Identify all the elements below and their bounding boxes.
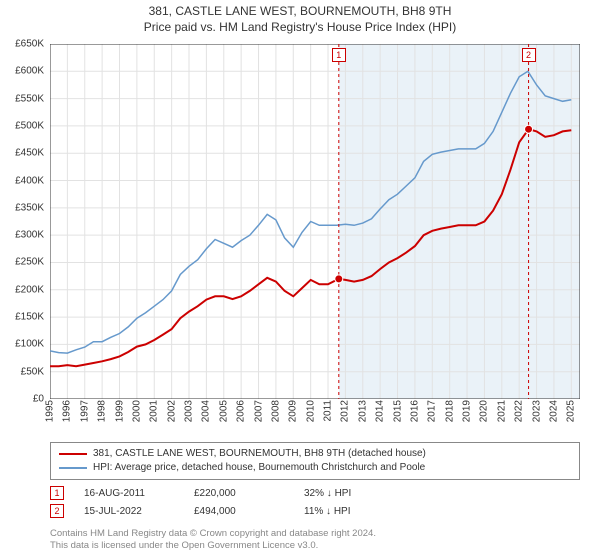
x-tick-label: 2021 bbox=[496, 400, 507, 422]
legend: 381, CASTLE LANE WEST, BOURNEMOUTH, BH8 … bbox=[50, 442, 580, 480]
y-tick-label: £250K bbox=[15, 257, 44, 268]
x-tick-label: 2025 bbox=[566, 400, 577, 422]
chart-event-badge: 2 bbox=[522, 48, 536, 62]
y-axis-labels: £0£50K£100K£150K£200K£250K£300K£350K£400… bbox=[0, 44, 48, 399]
x-tick-label: 1995 bbox=[45, 400, 56, 422]
event-delta: 32% ↓ HPI bbox=[304, 488, 394, 499]
event-date: 16-AUG-2011 bbox=[84, 488, 174, 499]
chart-subtitle: Price paid vs. HM Land Registry's House … bbox=[0, 20, 600, 36]
legend-label-hpi: HPI: Average price, detached house, Bour… bbox=[93, 461, 425, 475]
y-tick-label: £600K bbox=[15, 66, 44, 77]
x-tick-label: 2006 bbox=[236, 400, 247, 422]
chart-event-badge: 1 bbox=[332, 48, 346, 62]
event-badge: 1 bbox=[50, 486, 64, 500]
chart-title-address: 381, CASTLE LANE WEST, BOURNEMOUTH, BH8 … bbox=[0, 4, 600, 20]
chart-title-block: 381, CASTLE LANE WEST, BOURNEMOUTH, BH8 … bbox=[0, 0, 600, 35]
x-tick-label: 1998 bbox=[97, 400, 108, 422]
x-tick-label: 2000 bbox=[131, 400, 142, 422]
x-tick-label: 2010 bbox=[305, 400, 316, 422]
legend-swatch-property bbox=[59, 453, 87, 455]
legend-row-hpi: HPI: Average price, detached house, Bour… bbox=[59, 461, 571, 475]
attribution-text: Contains HM Land Registry data © Crown c… bbox=[50, 528, 580, 552]
chart-svg bbox=[50, 44, 580, 399]
y-tick-label: £0 bbox=[33, 394, 44, 405]
y-tick-label: £400K bbox=[15, 175, 44, 186]
y-tick-label: £650K bbox=[15, 39, 44, 50]
y-tick-label: £150K bbox=[15, 312, 44, 323]
x-tick-label: 2013 bbox=[357, 400, 368, 422]
attribution-line1: Contains HM Land Registry data © Crown c… bbox=[50, 528, 580, 540]
x-tick-label: 2023 bbox=[531, 400, 542, 422]
x-tick-label: 2016 bbox=[409, 400, 420, 422]
chart-plot-area: 12 bbox=[50, 44, 580, 399]
x-tick-label: 2018 bbox=[444, 400, 455, 422]
event-badge: 2 bbox=[50, 504, 64, 518]
event-price: £220,000 bbox=[194, 488, 284, 499]
x-tick-label: 2001 bbox=[149, 400, 160, 422]
x-tick-label: 2012 bbox=[340, 400, 351, 422]
x-tick-label: 2011 bbox=[323, 400, 334, 422]
x-tick-label: 2022 bbox=[514, 400, 525, 422]
event-row: 2 15-JUL-2022 £494,000 11% ↓ HPI bbox=[50, 504, 580, 518]
event-row: 1 16-AUG-2011 £220,000 32% ↓ HPI bbox=[50, 486, 580, 500]
x-tick-label: 2024 bbox=[548, 400, 559, 422]
event-price: £494,000 bbox=[194, 506, 284, 517]
event-delta: 11% ↓ HPI bbox=[304, 506, 394, 517]
y-tick-label: £200K bbox=[15, 284, 44, 295]
legend-row-property: 381, CASTLE LANE WEST, BOURNEMOUTH, BH8 … bbox=[59, 447, 571, 461]
x-tick-label: 2015 bbox=[392, 400, 403, 422]
x-axis-labels: 1995199619971998199920002001200220032004… bbox=[50, 400, 580, 442]
x-tick-label: 2002 bbox=[166, 400, 177, 422]
x-tick-label: 2007 bbox=[253, 400, 264, 422]
x-tick-label: 2019 bbox=[462, 400, 473, 422]
x-tick-label: 1999 bbox=[114, 400, 125, 422]
y-tick-label: £50K bbox=[21, 366, 44, 377]
y-tick-label: £550K bbox=[15, 93, 44, 104]
x-tick-label: 2009 bbox=[288, 400, 299, 422]
legend-label-property: 381, CASTLE LANE WEST, BOURNEMOUTH, BH8 … bbox=[93, 447, 426, 461]
y-tick-label: £350K bbox=[15, 202, 44, 213]
event-date: 15-JUL-2022 bbox=[84, 506, 174, 517]
y-tick-label: £100K bbox=[15, 339, 44, 350]
x-tick-label: 2005 bbox=[218, 400, 229, 422]
y-tick-label: £500K bbox=[15, 120, 44, 131]
x-tick-label: 2020 bbox=[479, 400, 490, 422]
legend-swatch-hpi bbox=[59, 467, 87, 469]
x-tick-label: 2017 bbox=[427, 400, 438, 422]
y-tick-label: £300K bbox=[15, 230, 44, 241]
x-tick-label: 2008 bbox=[270, 400, 281, 422]
x-tick-label: 2004 bbox=[201, 400, 212, 422]
y-tick-label: £450K bbox=[15, 148, 44, 159]
x-tick-label: 1996 bbox=[62, 400, 73, 422]
x-tick-label: 2003 bbox=[184, 400, 195, 422]
x-tick-label: 1997 bbox=[79, 400, 90, 422]
x-tick-label: 2014 bbox=[375, 400, 386, 422]
attribution-line2: This data is licensed under the Open Gov… bbox=[50, 540, 580, 552]
event-table: 1 16-AUG-2011 £220,000 32% ↓ HPI 2 15-JUL-202… bbox=[50, 486, 580, 522]
